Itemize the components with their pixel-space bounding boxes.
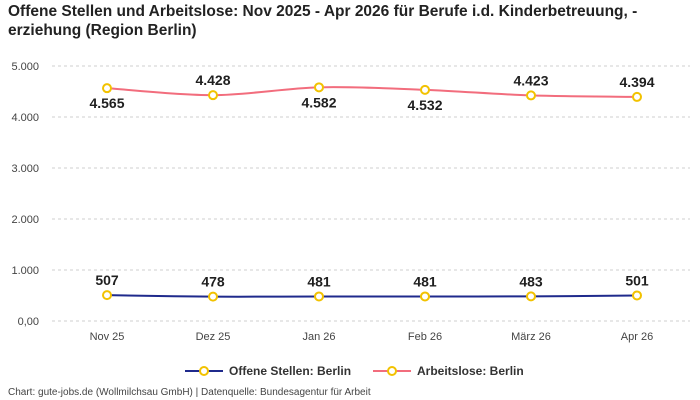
- data-label: 507: [95, 272, 119, 288]
- data-label: 478: [201, 274, 225, 290]
- data-point[interactable]: [632, 290, 642, 301]
- y-axis-ticks: 0,00 1.000 2.000 3.000 4.000 5.000: [11, 61, 39, 328]
- data-point[interactable]: [314, 291, 324, 302]
- data-point[interactable]: [208, 291, 218, 302]
- x-axis-ticks: Nov 25 Dez 25 Jan 26 Feb 26 März 26 Apr 26: [90, 331, 654, 343]
- series-markers: [102, 82, 642, 302]
- data-label: 481: [413, 273, 437, 289]
- legend-marker: [199, 366, 209, 376]
- legend-label[interactable]: Arbeitslose: Berlin: [417, 364, 524, 378]
- data-label: 4.423: [513, 72, 548, 88]
- y-tick-label: 0,00: [18, 316, 39, 328]
- x-tick-label: Jan 26: [302, 331, 335, 343]
- x-tick-label: Apr 26: [621, 331, 653, 343]
- data-point[interactable]: [102, 83, 112, 94]
- y-tick-label: 2.000: [11, 214, 39, 226]
- data-label: 481: [307, 273, 331, 289]
- chart-credit: Chart: gute-jobs.de (Wollmilchsau GmbH) …: [8, 387, 371, 398]
- series-lines: [106, 86, 638, 298]
- data-point[interactable]: [526, 90, 536, 101]
- data-label: 483: [519, 273, 543, 289]
- data-point[interactable]: [526, 291, 536, 302]
- y-tick-label: 5.000: [11, 61, 39, 73]
- y-tick-label: 3.000: [11, 163, 39, 175]
- data-point[interactable]: [420, 84, 430, 95]
- data-label: 4.582: [301, 94, 336, 110]
- data-point[interactable]: [208, 90, 218, 101]
- data-label: 4.428: [195, 72, 230, 88]
- data-point[interactable]: [102, 290, 112, 301]
- data-point[interactable]: [632, 91, 642, 102]
- legend-marker: [387, 366, 397, 376]
- data-label: 4.565: [89, 95, 124, 111]
- x-tick-label: Feb 26: [408, 331, 442, 343]
- x-tick-label: Dez 25: [196, 331, 231, 343]
- x-tick-label: Nov 25: [90, 331, 125, 343]
- data-point[interactable]: [314, 82, 324, 93]
- x-tick-label: März 26: [511, 331, 551, 343]
- data-label: 4.394: [619, 74, 654, 90]
- legend: Offene Stellen: Berlin Arbeitslose: Berli…: [185, 364, 524, 378]
- y-tick-label: 1.000: [11, 265, 39, 277]
- data-label: 501: [625, 272, 649, 288]
- y-tick-label: 4.000: [11, 112, 39, 124]
- series-line-1: [106, 86, 638, 98]
- chart-title: Offene Stellen und Arbeitslose: Nov 2025…: [8, 3, 638, 39]
- data-label: 4.532: [407, 97, 442, 113]
- data-labels: 507 478 481 481 483 501 4.565 4.428 4.582 4.532 4.…: [89, 72, 654, 289]
- data-point[interactable]: [420, 291, 430, 302]
- legend-label[interactable]: Offene Stellen: Berlin: [229, 364, 351, 378]
- series-line-0: [106, 294, 638, 298]
- grid-lines: [52, 65, 690, 322]
